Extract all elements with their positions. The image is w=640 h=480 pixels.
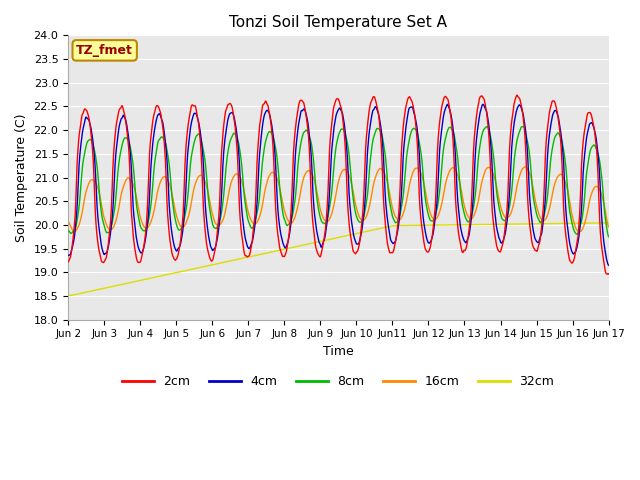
Text: TZ_fmet: TZ_fmet [76, 44, 133, 57]
Title: Tonzi Soil Temperature Set A: Tonzi Soil Temperature Set A [229, 15, 447, 30]
Y-axis label: Soil Temperature (C): Soil Temperature (C) [15, 113, 28, 242]
Legend: 2cm, 4cm, 8cm, 16cm, 32cm: 2cm, 4cm, 8cm, 16cm, 32cm [117, 370, 559, 393]
X-axis label: Time: Time [323, 345, 354, 358]
